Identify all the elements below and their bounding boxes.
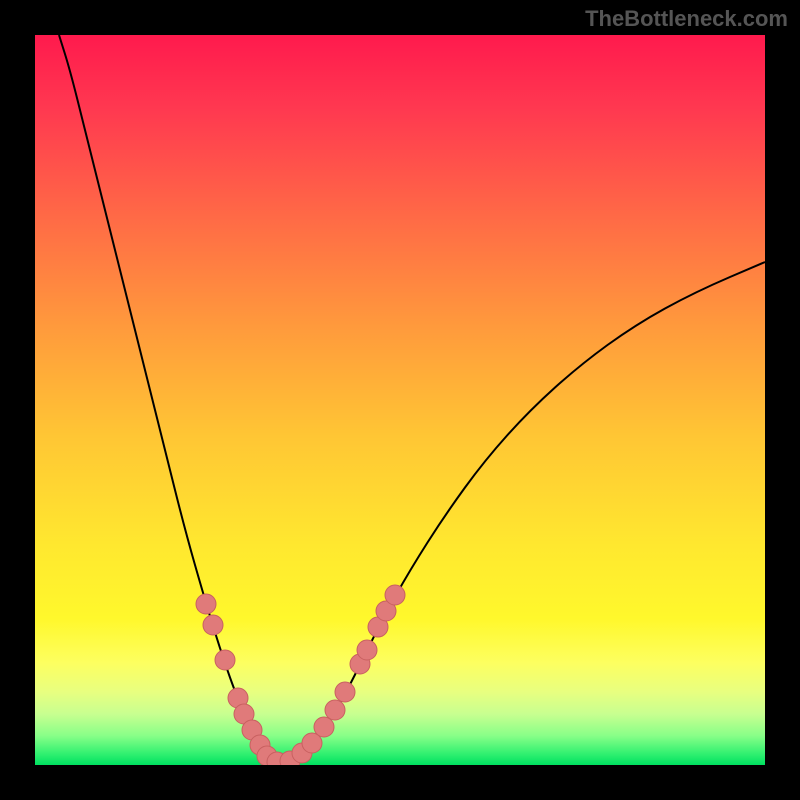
data-point bbox=[314, 717, 334, 737]
curve-left-branch bbox=[59, 35, 280, 763]
data-point bbox=[203, 615, 223, 635]
chart-container: TheBottleneck.com bbox=[0, 0, 800, 800]
data-point bbox=[335, 682, 355, 702]
data-point bbox=[385, 585, 405, 605]
data-point bbox=[196, 594, 216, 614]
data-point bbox=[325, 700, 345, 720]
data-point bbox=[357, 640, 377, 660]
plot-area bbox=[35, 35, 765, 765]
watermark-text: TheBottleneck.com bbox=[585, 6, 788, 32]
curve-layer bbox=[35, 35, 765, 765]
data-point bbox=[215, 650, 235, 670]
